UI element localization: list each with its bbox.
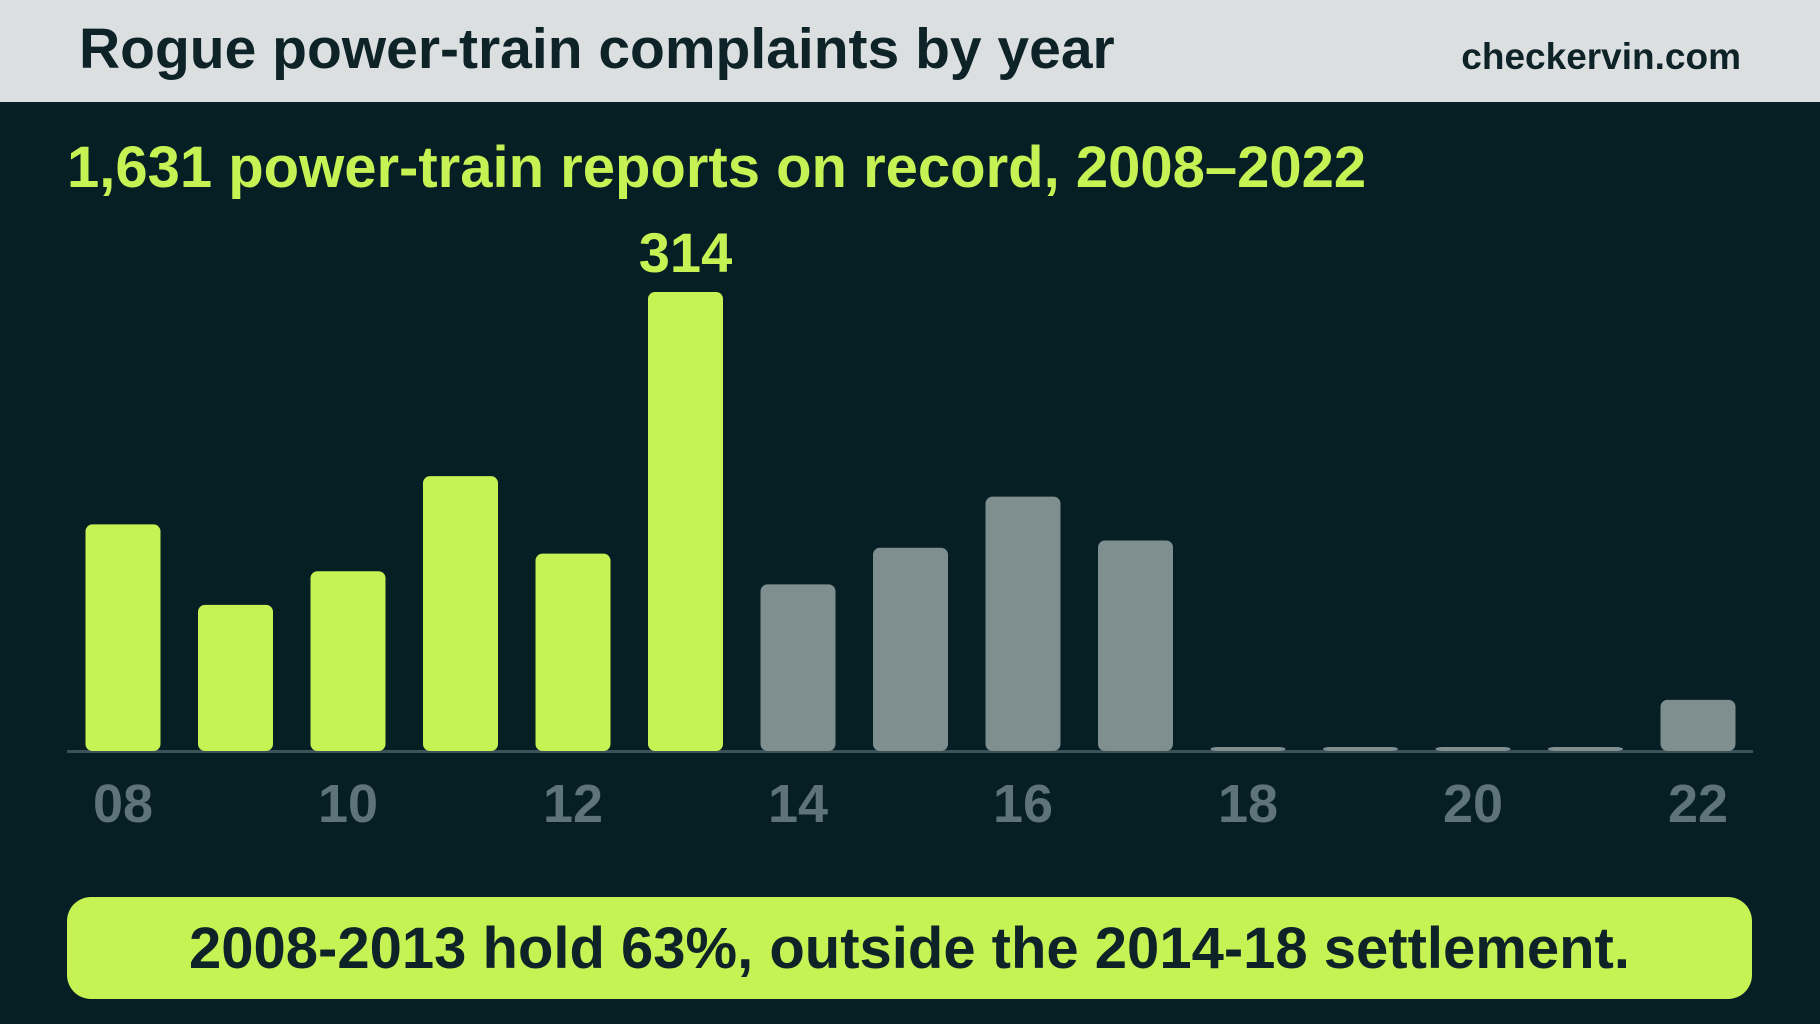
x-tick-label-08: 08: [93, 774, 153, 834]
x-tick-label-16: 16: [993, 774, 1053, 834]
bar-12: [535, 553, 611, 751]
x-tick-label-10: 10: [318, 774, 378, 834]
bar-14: [760, 584, 836, 751]
bar-09: [198, 604, 273, 751]
site-name: checkervin.com: [1461, 36, 1741, 77]
bar-08: [85, 524, 161, 751]
summary-callout: 2008-2013 hold 63%, outside the 2014-18 …: [67, 897, 1752, 999]
bar-18: [1210, 747, 1286, 751]
x-tick-label-12: 12: [543, 774, 603, 834]
bar-15: [873, 547, 948, 751]
x-tick-label-18: 18: [1218, 774, 1278, 834]
x-tick-label-14: 14: [768, 774, 828, 834]
summary-callout-text: 2008-2013 hold 63%, outside the 2014-18 …: [189, 915, 1630, 981]
bar-21: [1548, 747, 1623, 751]
bar-10: [310, 571, 386, 751]
bar-17: [1098, 540, 1173, 751]
bar-16: [985, 496, 1061, 751]
header-bar: Rogue power-train complaints by year che…: [0, 0, 1820, 102]
bar-22: [1660, 699, 1736, 751]
data-label-13: 314: [639, 221, 732, 284]
chart-title: 1,631 power-train reports on record, 200…: [67, 135, 1367, 200]
bar-13: [648, 292, 723, 751]
bar-20: [1435, 747, 1511, 751]
bar-19: [1323, 747, 1398, 751]
x-tick-label-20: 20: [1443, 774, 1503, 834]
x-tick-label-22: 22: [1668, 774, 1728, 834]
bar-chart: 08 10 12 314 14 16 18 20 22: [67, 221, 1753, 834]
page-title: Rogue power-train complaints by year: [79, 17, 1115, 81]
bar-11: [423, 476, 498, 751]
